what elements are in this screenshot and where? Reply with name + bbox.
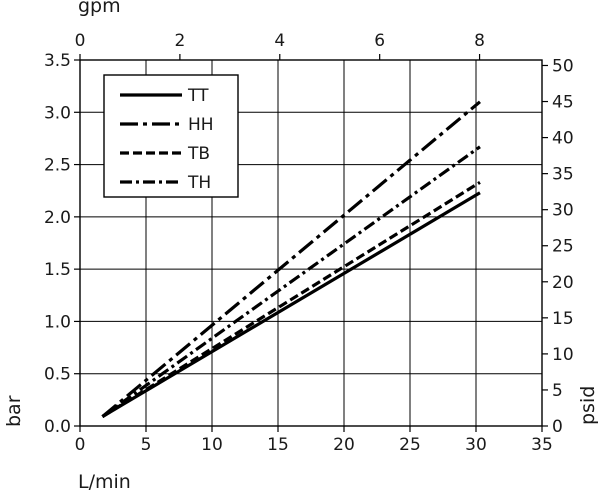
x-tick-label: 10: [201, 435, 223, 455]
x2-axis-title: gpm: [78, 0, 121, 17]
y2-tick-label: 25: [552, 237, 574, 257]
y2-tick-label: 45: [552, 93, 574, 113]
y2-tick-label: 20: [552, 273, 574, 293]
x-tick-label: 15: [267, 435, 289, 455]
x2-tick-label: 6: [374, 31, 385, 51]
legend-label-tt: TT: [187, 86, 209, 106]
y2-tick-label: 10: [552, 345, 574, 365]
legend-label-th: TH: [187, 173, 211, 193]
series-line-hh: [101, 100, 481, 418]
x-tick-label: 30: [465, 435, 487, 455]
series-lines: [101, 100, 481, 418]
y-tick-label: 1.0: [44, 312, 71, 332]
y2-tick-label: 50: [552, 56, 574, 76]
tick-labels: 0 5 10 15 20 25 30 350.00.51.01.52.02.53.03.50 2…: [44, 31, 574, 455]
legend: TT HH TB TH: [103, 74, 239, 198]
y2-axis-title: psid: [577, 386, 599, 425]
y-tick-label: 0.0: [44, 417, 71, 437]
x-tick-label: 25: [399, 435, 421, 455]
x-axis-title: L/min: [78, 471, 131, 493]
y2-tick-label: 30: [552, 201, 574, 221]
y-tick-label: 2.0: [44, 208, 71, 228]
plot-frame: [79, 59, 543, 427]
x-tick-label: 5: [141, 435, 152, 455]
x2-tick-label: 2: [174, 31, 185, 51]
series-line-th: [101, 145, 481, 418]
x2-tick-label: 4: [274, 31, 285, 51]
legend-box: [103, 74, 239, 198]
y2-tick-label: 40: [552, 129, 574, 149]
y2-tick-label: 0: [552, 417, 563, 437]
axes: [74, 54, 548, 432]
y2-tick-label: 5: [552, 381, 563, 401]
legend-label-tb: TB: [187, 144, 210, 164]
y-tick-label: 3.5: [44, 51, 71, 71]
x2-tick-label: 8: [474, 31, 485, 51]
series-line-tb: [101, 180, 481, 418]
x2-tick-label: 0: [75, 31, 86, 51]
y2-tick-label: 35: [552, 165, 574, 185]
y-tick-label: 3.0: [44, 103, 71, 123]
x-tick-label: 0: [75, 435, 86, 455]
y2-tick-label: 15: [552, 309, 574, 329]
x-tick-label: 35: [531, 435, 553, 455]
y-tick-label: 0.5: [44, 365, 71, 385]
y-axis-title: bar: [3, 395, 25, 427]
y-tick-label: 1.5: [44, 260, 71, 280]
x-tick-label: 20: [333, 435, 355, 455]
legend-label-hh: HH: [188, 115, 214, 135]
y-tick-label: 2.5: [44, 156, 71, 176]
